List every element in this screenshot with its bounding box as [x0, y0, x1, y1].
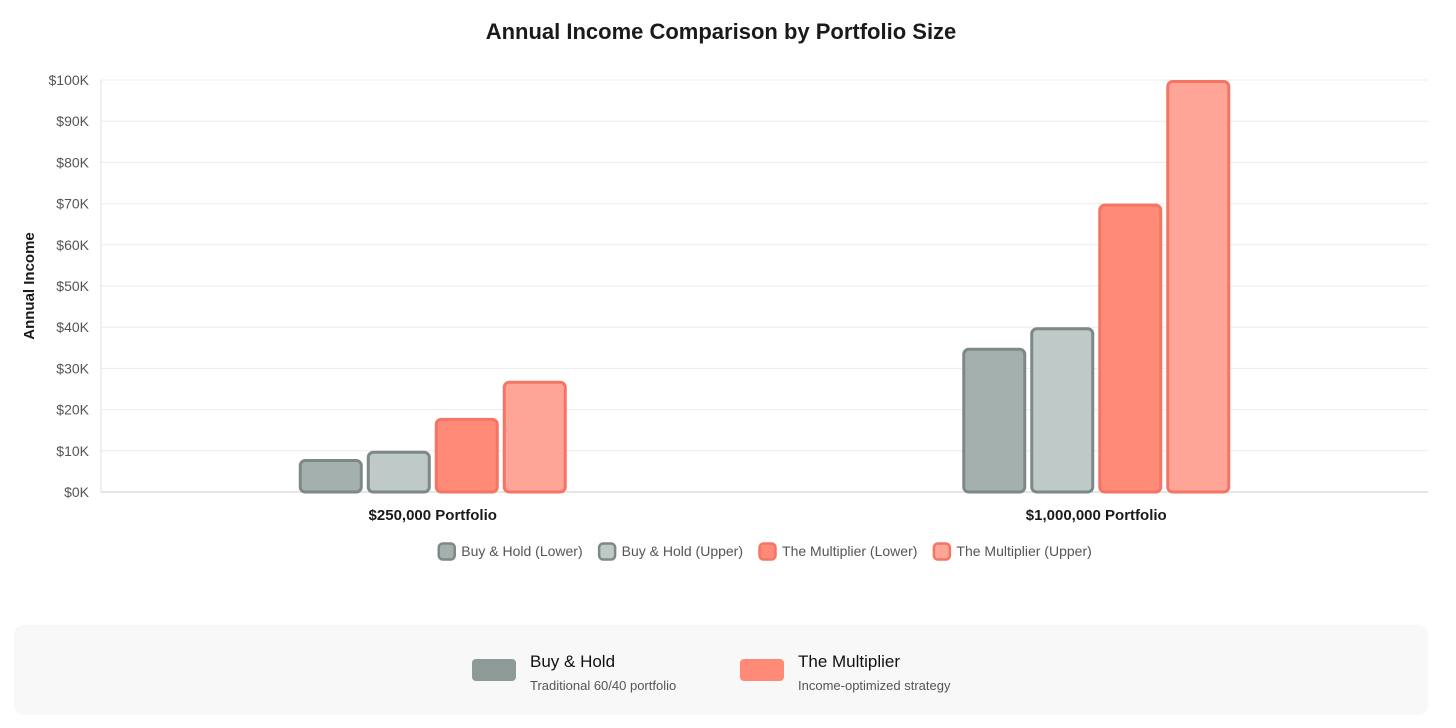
- y-tick-label: $60K: [56, 237, 89, 253]
- y-axis-label: Annual Income: [21, 232, 38, 340]
- bar[interactable]: [502, 380, 567, 494]
- legend-label: Buy & Hold (Lower): [461, 543, 582, 559]
- bar[interactable]: [434, 417, 499, 494]
- bar[interactable]: [1098, 203, 1163, 494]
- y-tick-label: $80K: [56, 154, 89, 170]
- y-tick-label: $90K: [56, 113, 89, 129]
- bar[interactable]: [298, 459, 363, 494]
- x-category-label: $1,000,000 Portfolio: [1026, 507, 1167, 524]
- summary-description: Traditional 60/40 portfolio: [530, 678, 677, 693]
- y-tick-label: $0K: [64, 484, 90, 500]
- y-tick-label: $30K: [56, 360, 89, 376]
- bar-chart: Annual Income Comparison by Portfolio Si…: [21, 19, 1428, 561]
- legend-swatch: [758, 542, 777, 561]
- legend-item[interactable]: Buy & Hold (Upper): [597, 542, 743, 561]
- y-tick-label: $20K: [56, 402, 89, 418]
- y-tick-label: $100K: [49, 72, 90, 88]
- chart-title: Annual Income Comparison by Portfolio Si…: [486, 19, 957, 44]
- y-tick-label: $10K: [56, 443, 89, 459]
- legend-swatch: [437, 542, 456, 561]
- bar[interactable]: [962, 347, 1027, 494]
- legend-swatch: [597, 542, 617, 561]
- legend-swatch: [932, 542, 952, 561]
- summary-name: The Multiplier: [798, 652, 901, 671]
- legend-label: Buy & Hold (Upper): [622, 543, 743, 559]
- y-tick-label: $50K: [56, 278, 89, 294]
- legend-label: The Multiplier (Upper): [956, 543, 1091, 559]
- y-tick-label: $70K: [56, 196, 89, 212]
- legend-item[interactable]: The Multiplier (Upper): [932, 542, 1092, 561]
- legend-label: The Multiplier (Lower): [782, 543, 917, 559]
- legend-item[interactable]: The Multiplier (Lower): [758, 542, 918, 561]
- summary-description: Income-optimized strategy: [798, 678, 951, 693]
- bar[interactable]: [366, 450, 431, 494]
- strategy-summary-panel: Buy & Hold Traditional 60/40 portfolio T…: [14, 625, 1428, 715]
- summary-name: Buy & Hold: [530, 652, 616, 671]
- bar[interactable]: [1166, 80, 1231, 494]
- buy-hold-swatch: [472, 659, 516, 681]
- multiplier-swatch: [740, 659, 784, 681]
- y-tick-label: $40K: [56, 319, 89, 335]
- x-category-label: $250,000 Portfolio: [369, 507, 497, 524]
- bar[interactable]: [1030, 327, 1095, 494]
- legend-item[interactable]: Buy & Hold (Lower): [437, 542, 583, 561]
